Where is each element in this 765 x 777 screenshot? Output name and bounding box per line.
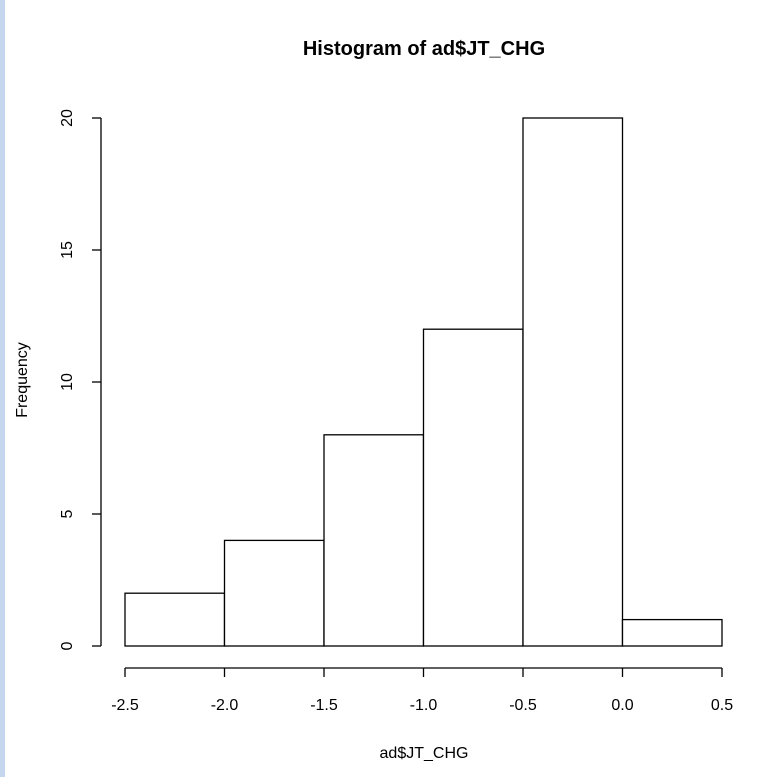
y-tick-label: 5 — [59, 509, 76, 518]
x-tick-label: -0.5 — [509, 697, 537, 714]
histogram-bars — [124, 117, 723, 647]
histogram-bar-4 — [422, 328, 524, 647]
x-tick-label: -2.0 — [211, 697, 239, 714]
y-tick-label: 10 — [59, 373, 76, 391]
chart-title: Histogram of ad$JT_CHG — [303, 38, 545, 60]
x-tick-label: -2.5 — [111, 697, 139, 714]
window-edge — [0, 0, 5, 777]
x-axis: -2.5 -2.0 -1.5 -1.0 -0.5 0.0 0.5 — [111, 667, 733, 714]
histogram-bar-6 — [621, 618, 723, 647]
y-axis: 0 5 10 15 20 — [59, 109, 102, 650]
y-tick-label: 20 — [59, 109, 76, 127]
histogram-bar-3 — [323, 434, 425, 647]
x-axis-title: ad$JT_CHG — [380, 745, 469, 762]
x-tick-label: -1.5 — [310, 697, 338, 714]
y-tick-label: 15 — [59, 241, 76, 259]
y-tick-label: 0 — [59, 641, 76, 650]
y-axis-title: Frequency — [14, 342, 31, 418]
x-tick-label: -1.0 — [410, 697, 438, 714]
histogram-bar-2 — [223, 539, 325, 647]
x-tick-label: 0.5 — [711, 697, 733, 714]
x-tick-label: 0.0 — [611, 697, 633, 714]
histogram-bar-1 — [124, 592, 226, 647]
histogram-bar-5 — [522, 117, 624, 647]
